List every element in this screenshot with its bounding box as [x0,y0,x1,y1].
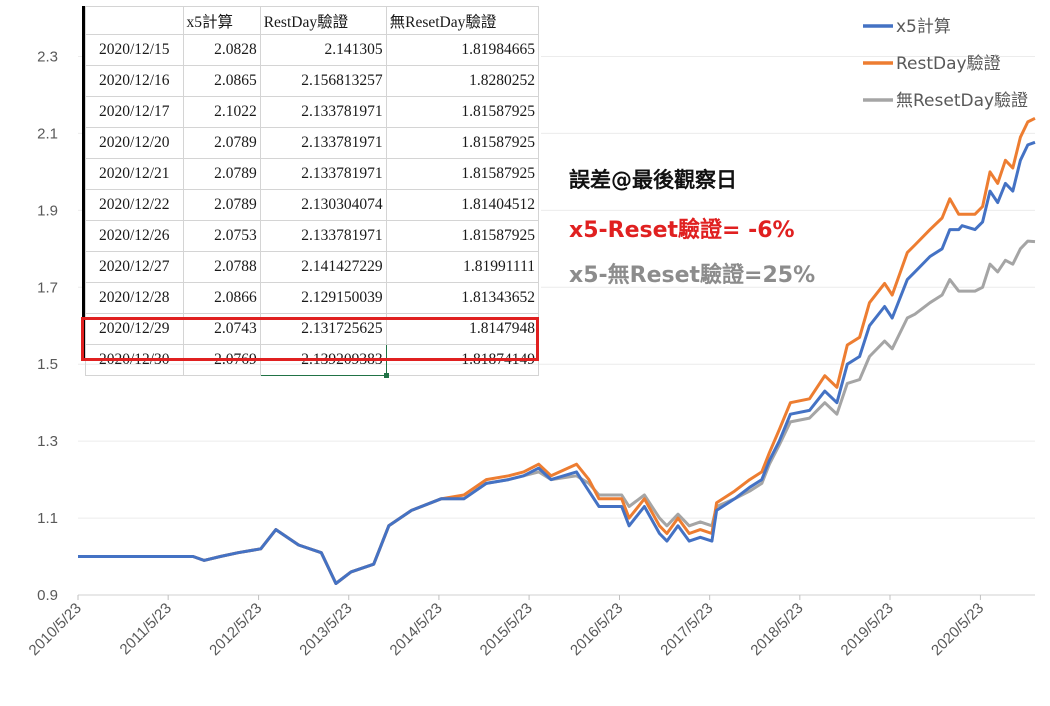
table-cell: 1.81404512 [385,189,540,221]
x-tick-label: 2018/5/23 [747,600,806,659]
table-cell: 2.0753 [182,220,261,252]
table-cell: 2020/12/22 [85,189,184,221]
series-line [78,140,1036,585]
y-tick-label: 1.9 [37,202,58,219]
table-cell: 2.141427229 [259,251,387,283]
y-tick-label: 1.1 [37,510,58,527]
x-tick-label: 2020/5/23 [928,600,987,659]
x-tick-label: 2011/5/23 [117,600,175,658]
y-tick-label: 2.3 [37,48,58,65]
y-tick-label: 1.3 [37,433,58,450]
table-row: 2020/12/26 2.0753 2.133781971 1.81587925 [85,220,540,252]
table-row: 2020/12/28 2.0866 2.129150039 1.81343652 [85,282,540,314]
table-cell: 2020/12/20 [85,127,184,159]
y-axis: 0.9 1.1 1.3 1.5 1.7 1.9 2.1 2.3 [37,48,58,604]
x-tick-label: 2019/5/23 [838,600,897,659]
x-tick-label: 2017/5/23 [657,600,716,659]
header-cell-x5: x5計算 [182,6,261,35]
table-cell: 2020/12/16 [85,65,184,97]
x-tick-label: 2015/5/23 [477,600,536,659]
table-cell: 1.81343652 [385,282,540,314]
x-tick-label: 2010/5/23 [26,600,85,659]
table-row: 2020/12/17 2.1022 2.133781971 1.81587925 [85,96,540,128]
table-row: 2020/12/21 2.0789 2.133781971 1.81587925 [85,158,540,190]
table-cell: 2.0828 [182,34,261,66]
legend-entry: 無ResetDay驗證 [896,91,1028,111]
table-row: 2020/12/27 2.0788 2.141427229 1.81991111 [85,251,540,283]
data-table: x5計算 RestDay驗證 無ResetDay驗證 2020/12/15 2.0… [85,6,540,379]
table-cell: 1.81991111 [385,251,540,283]
table-cell: 2.0789 [182,158,261,190]
table-cell: 2020/12/21 [85,158,184,190]
header-cell-restday: RestDay驗證 [259,6,387,35]
last-day-highlight-box [81,317,539,361]
table-row: 2020/12/16 2.0865 2.156813257 1.8280252 [85,65,540,97]
x-tick-label: 2013/5/23 [296,600,355,659]
x-tick-label: 2012/5/23 [206,600,265,659]
table-cell: 2020/12/17 [85,96,184,128]
table-row: 2020/12/15 2.0828 2.141305 1.81984665 [85,34,540,66]
table-cell: 2.0789 [182,127,261,159]
x-tick-label: 2014/5/23 [387,600,446,659]
y-tick-label: 1.7 [37,279,58,296]
table-cell: 2.0865 [182,65,261,97]
table-cell: 1.81587925 [385,96,540,128]
y-tick-label: 0.9 [37,587,58,604]
table-cell: 2.156813257 [259,65,387,97]
table-cell: 2.1022 [182,96,261,128]
table-cell: 2020/12/15 [85,34,184,66]
table-cell: 1.81587925 [385,158,540,190]
table-row: 2020/12/20 2.0789 2.133781971 1.81587925 [85,127,540,159]
table-cell: 1.81587925 [385,220,540,252]
legend-entry: RestDay驗證 [896,54,1001,74]
table-row: 2020/12/22 2.0789 2.130304074 1.81404512 [85,189,540,221]
x-axis: 2010/5/23 2011/5/23 2012/5/23 2013/5/23 2014… [26,594,1035,659]
table-cell: 2.0789 [182,189,261,221]
table-cell: 2020/12/27 [85,251,184,283]
annotation-reset-error: x5-Reset驗證= -6% [569,218,795,243]
x-tick-label: 2016/5/23 [567,600,626,659]
table-cell: 2020/12/26 [85,220,184,252]
table-cell: 1.81587925 [385,127,540,159]
series-layer [78,116,1036,585]
table-cell: 2.133781971 [259,158,387,190]
legend-entry: x5計算 [896,17,951,37]
y-tick-label: 1.5 [37,356,58,373]
table-cell: 2.133781971 [259,96,387,128]
spreadsheet-snapshot: x5計算 RestDay驗證 無ResetDay驗證 2020/12/15 2.0… [82,6,541,379]
table-cell: 2.141305 [259,34,387,66]
header-cell-noreset: 無ResetDay驗證 [385,6,540,35]
table-cell: 2.129150039 [259,282,387,314]
table-cell: 2020/12/28 [85,282,184,314]
table-cell: 1.81984665 [385,34,540,66]
table-cell: 1.8280252 [385,65,540,97]
table-cell: 2.133781971 [259,220,387,252]
table-cell: 2.0788 [182,251,261,283]
y-tick-label: 2.1 [37,125,58,142]
annotation-noreset-error: x5-無Reset驗證=25% [569,263,816,288]
annotation-title: 誤差@最後觀察日 [569,168,737,192]
header-cell-date [85,6,184,35]
table-cell: 2.130304074 [259,189,387,221]
table-cell: 2.133781971 [259,127,387,159]
table-header-row: x5計算 RestDay驗證 無ResetDay驗證 [85,6,540,35]
table-cell: 2.0866 [182,282,261,314]
